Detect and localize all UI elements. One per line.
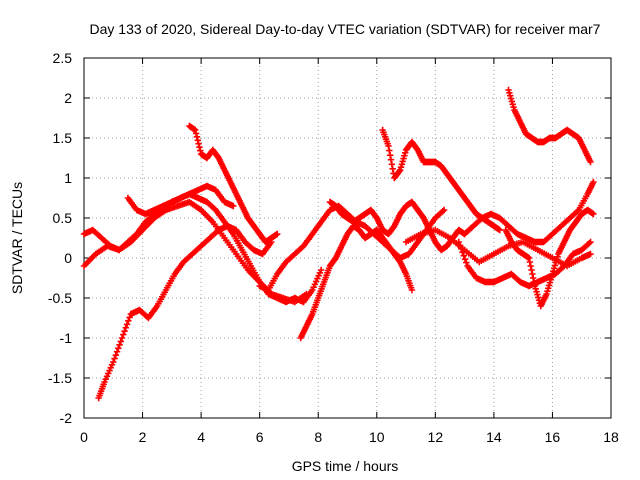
data-point bbox=[456, 242, 464, 249]
data-point bbox=[115, 345, 122, 352]
y-tick-label: -1 bbox=[60, 330, 73, 346]
data-point bbox=[463, 259, 470, 266]
data-point bbox=[527, 262, 534, 270]
data-point bbox=[530, 274, 537, 282]
data-point bbox=[126, 314, 133, 321]
data-point bbox=[195, 140, 202, 147]
x-tick-label: 6 bbox=[256, 429, 264, 445]
data-point bbox=[122, 324, 130, 331]
data-point bbox=[460, 252, 467, 259]
y-tick-label: 2 bbox=[64, 90, 72, 106]
y-tick-label: 1 bbox=[64, 170, 72, 186]
y-tick-label: 2.5 bbox=[53, 50, 73, 66]
data-point bbox=[396, 167, 403, 175]
data-point bbox=[194, 137, 201, 144]
data-point bbox=[590, 178, 597, 186]
data-point bbox=[388, 161, 396, 168]
data-point bbox=[455, 238, 462, 246]
series-track-8 bbox=[326, 198, 468, 254]
y-tick-label: -0.5 bbox=[48, 290, 72, 306]
series-track-13 bbox=[505, 86, 594, 166]
series-track-3 bbox=[80, 198, 310, 306]
data-point bbox=[274, 230, 281, 238]
data-point bbox=[458, 245, 465, 253]
x-tick-labels: 0 2 4 6 8 10 12 14 16 18 bbox=[80, 429, 619, 445]
data-point bbox=[193, 133, 201, 141]
series-track-14 bbox=[502, 206, 597, 310]
series-track-7 bbox=[256, 202, 448, 294]
data-point bbox=[496, 226, 503, 234]
data-point bbox=[125, 317, 132, 325]
data-point bbox=[590, 210, 597, 218]
data-point bbox=[461, 255, 469, 263]
data-point bbox=[386, 151, 394, 159]
x-tick-label: 14 bbox=[486, 429, 502, 445]
data-point bbox=[385, 142, 392, 150]
data-point bbox=[117, 338, 125, 345]
data-point bbox=[439, 207, 447, 215]
y-tick-label: 0 bbox=[64, 250, 72, 266]
data-point bbox=[587, 250, 594, 258]
series-track-9 bbox=[379, 126, 503, 234]
data-point bbox=[440, 206, 448, 214]
data-point bbox=[408, 286, 416, 294]
data-point bbox=[110, 358, 117, 366]
data-point bbox=[121, 327, 128, 335]
data-point bbox=[526, 258, 534, 266]
data-point bbox=[530, 278, 538, 286]
data-point bbox=[192, 126, 199, 134]
x-tick-label: 10 bbox=[369, 429, 385, 445]
data-point bbox=[317, 266, 325, 274]
data-point bbox=[120, 331, 127, 338]
data-point bbox=[528, 266, 535, 274]
x-tick-label: 0 bbox=[80, 429, 88, 445]
y-tick-label: -1.5 bbox=[48, 370, 72, 386]
data-point bbox=[112, 351, 119, 359]
x-tick-label: 2 bbox=[139, 429, 147, 445]
x-tick-label: 8 bbox=[314, 429, 322, 445]
data-point bbox=[111, 355, 118, 362]
data-series bbox=[80, 86, 597, 402]
axis-ticks bbox=[83, 57, 612, 419]
data-point bbox=[387, 156, 395, 163]
y-tick-label: 0.5 bbox=[53, 210, 73, 226]
data-point bbox=[123, 321, 131, 328]
x-tick-label: 4 bbox=[197, 429, 205, 445]
data-point bbox=[587, 238, 594, 246]
data-point bbox=[118, 334, 126, 342]
data-point bbox=[586, 239, 593, 247]
x-axis-title: GPS time / hours bbox=[292, 458, 399, 474]
chart-title: Day 133 of 2020, Sidereal Day-to-day VTE… bbox=[90, 21, 601, 37]
data-point bbox=[197, 147, 204, 154]
data-point bbox=[113, 348, 121, 355]
data-point bbox=[587, 158, 594, 166]
x-tick-label: 18 bbox=[603, 429, 619, 445]
data-point bbox=[574, 207, 581, 215]
data-point bbox=[116, 341, 123, 349]
series-track-4 bbox=[186, 122, 281, 246]
data-point bbox=[529, 270, 536, 278]
data-point bbox=[459, 249, 466, 256]
series-track-5 bbox=[124, 190, 325, 306]
series-track-12 bbox=[461, 178, 597, 246]
x-tick-label: 12 bbox=[428, 429, 444, 445]
data-point bbox=[386, 147, 393, 154]
x-tick-label: 16 bbox=[545, 429, 561, 445]
plot-frame bbox=[83, 57, 612, 419]
data-point bbox=[230, 202, 237, 210]
y-axis-title: SDTVAR / TECUs bbox=[9, 182, 25, 294]
series-track-2 bbox=[95, 222, 275, 402]
data-point bbox=[525, 254, 533, 262]
data-point bbox=[192, 130, 200, 137]
data-point bbox=[196, 143, 203, 151]
y-tick-label: -2 bbox=[60, 410, 73, 426]
y-tick-labels: -2 -1.5 -1 -0.5 0 0.5 1 1.5 2 2.5 bbox=[48, 50, 72, 426]
data-point bbox=[389, 165, 396, 173]
y-tick-label: 1.5 bbox=[53, 130, 73, 146]
